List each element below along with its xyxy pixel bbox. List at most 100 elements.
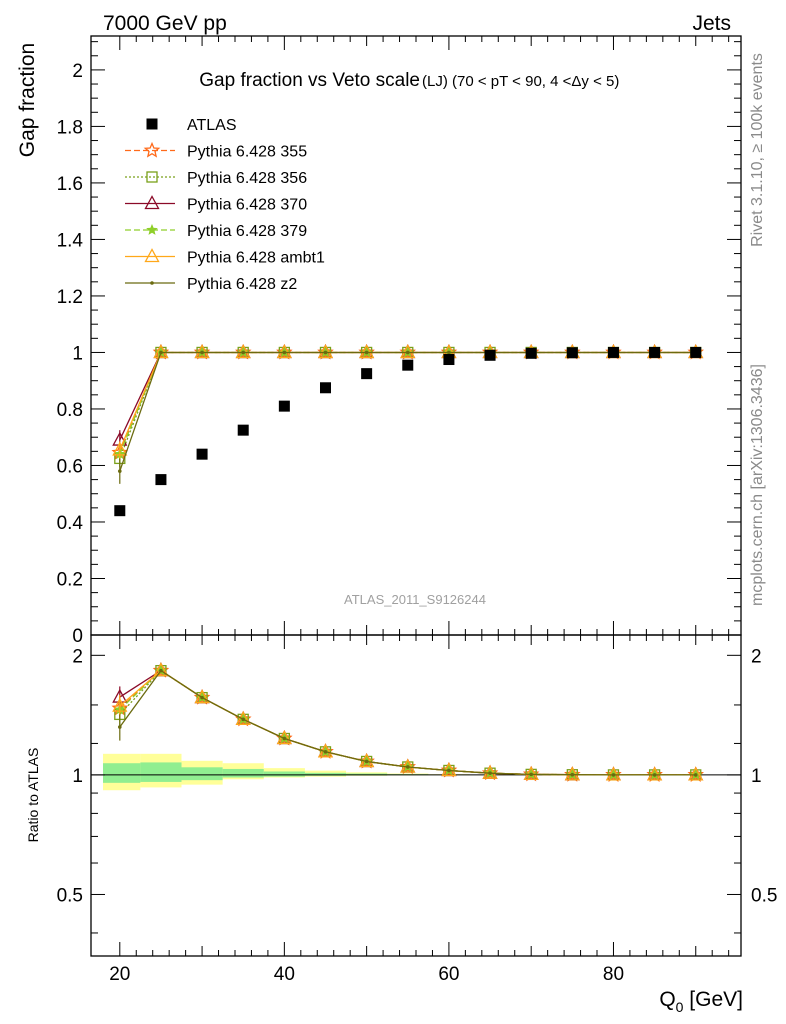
ratio-4-point-0	[112, 697, 128, 712]
series-4-point-5	[317, 344, 334, 359]
ratio-4-point-14	[688, 766, 704, 781]
green-band-0	[103, 763, 141, 783]
ratio-y-tick-label-0: 0.5	[57, 885, 83, 906]
y-tick-label-0: 0	[72, 626, 83, 647]
x-axis-label-unit: [GeV]	[683, 988, 743, 1011]
y-tick-label-3: 0.6	[57, 456, 83, 477]
series-layer	[111, 343, 705, 517]
ratio-4-point-10	[523, 766, 539, 781]
atlas-point-9	[484, 349, 496, 361]
y-tick-label-5: 1	[72, 343, 83, 364]
atlas-point-3	[237, 424, 249, 436]
legend-label-6: Pythia 6.428 z2	[187, 276, 297, 293]
green-band-4	[263, 771, 305, 777]
y-tick-label-6: 1.2	[57, 287, 83, 308]
legend-marker-2	[146, 171, 158, 183]
series-5-point-6	[364, 350, 369, 355]
ratio-5-point-11	[570, 772, 575, 777]
ratio-4-point-13	[647, 766, 663, 781]
ratio-5-point-9	[488, 771, 492, 775]
series-4-point-1	[153, 344, 169, 359]
ratio-4-point-12	[605, 766, 622, 781]
ratio-uncertainty-bands	[91, 753, 741, 791]
legend-label-2: Pythia 6.428 356	[187, 170, 307, 187]
ratio-5-point-13	[652, 773, 657, 777]
atlas-point-8	[443, 354, 455, 366]
ratio-series-layer	[111, 661, 704, 783]
green-band-2	[181, 767, 223, 781]
atlas-point-14	[690, 346, 702, 358]
legend-label-4: Pythia 6.428 379	[187, 223, 307, 240]
x-axis-label: Q0 [GeV]	[659, 988, 743, 1015]
atlas-point-12	[607, 346, 619, 358]
ratio-y-tick-label-2: 2	[72, 646, 83, 667]
series-4-point-4	[276, 344, 292, 359]
green-band-5	[304, 772, 347, 776]
legend-label-0: ATLAS	[187, 117, 237, 134]
ratio-5-point-8	[447, 768, 451, 773]
analysis-label: ATLAS_2011_S9126244	[344, 592, 486, 607]
ratio-5-point-3	[241, 717, 246, 722]
ratio-4-point-3	[235, 710, 251, 725]
ratio-5-point-7	[405, 765, 410, 769]
series-5-point-3	[241, 350, 246, 355]
x-tick-label-1: 40	[274, 964, 295, 985]
x-axis-label-sub: 0	[676, 999, 684, 1015]
ratio-y-tick-label-right-2: 2	[751, 646, 762, 667]
ratio-y-tick-label-right-0: 0.5	[751, 885, 777, 906]
ratio-5-point-14	[693, 773, 698, 777]
x-tick-label-3: 80	[603, 964, 624, 985]
legend: ATLAS Pythia 6.428 355 Pythia 6.428 356 Pyt…	[125, 117, 325, 293]
ratio-y-tick-label-1: 1	[72, 766, 83, 787]
mcplots-label: mcplots.cern.ch [arXiv:1306.3436]	[749, 364, 766, 606]
atlas-point-2	[196, 448, 208, 460]
atlas-point-0	[114, 505, 126, 517]
chart-subtitle: (LJ) (70 < pT < 90, 4 <Δy < 5)	[422, 73, 619, 90]
series-5-point-7	[405, 350, 410, 355]
ratio-5-point-0	[117, 725, 122, 729]
ratio-4-point-8	[441, 762, 457, 777]
series-4-point-2	[194, 344, 210, 359]
ratio-5-point-12	[611, 773, 616, 777]
series-5-point-4	[282, 350, 287, 355]
atlas-point-7	[402, 359, 414, 371]
green-band-3	[222, 768, 264, 778]
legend-marker-5	[144, 248, 160, 263]
legend-marker-1	[143, 141, 161, 158]
y-axis-label: Gap fraction	[16, 43, 39, 157]
legend-label-5: Pythia 6.428 ambt1	[187, 250, 325, 267]
y-tick-label-9: 1.8	[57, 117, 83, 138]
atlas-point-4	[278, 400, 290, 412]
atlas-point-6	[361, 368, 373, 380]
series-5-point-2	[200, 350, 204, 355]
ratio-5-point-1	[159, 668, 163, 673]
y-tick-label-10: 2	[72, 61, 83, 82]
series-5-point-0	[117, 469, 122, 473]
rivet-version-label: Rivet 3.1.10, ≥ 100k events	[749, 53, 766, 247]
atlas-point-10	[525, 347, 537, 359]
ratio-4-point-1	[153, 662, 169, 677]
x-tick-label-2: 60	[438, 964, 459, 985]
legend-marker-0	[146, 118, 158, 130]
y-tick-label-8: 1.6	[57, 174, 83, 195]
ratio-5-point-2	[200, 695, 204, 700]
series-5-point-8	[447, 350, 451, 355]
legend-marker-6	[150, 281, 154, 285]
atlas-point-1	[155, 474, 167, 486]
x-tick-label-0: 20	[109, 964, 130, 985]
atlas-point-5	[319, 382, 331, 394]
green-band-1	[140, 762, 182, 782]
series-4-point-3	[235, 344, 251, 359]
ratio-5-point-5	[323, 750, 328, 754]
x-axis-label-q: Q	[659, 988, 675, 1011]
y-tick-label-2: 0.4	[57, 513, 84, 534]
process-label: Jets	[692, 12, 731, 35]
atlas-point-13	[649, 346, 661, 358]
legend-marker-3	[144, 195, 160, 210]
ratio-5-point-4	[282, 736, 287, 741]
series-5-point-5	[323, 350, 328, 355]
series-4-point-6	[359, 344, 375, 359]
y-tick-label-4: 0.8	[57, 400, 83, 421]
legend-label-3: Pythia 6.428 370	[187, 197, 307, 214]
